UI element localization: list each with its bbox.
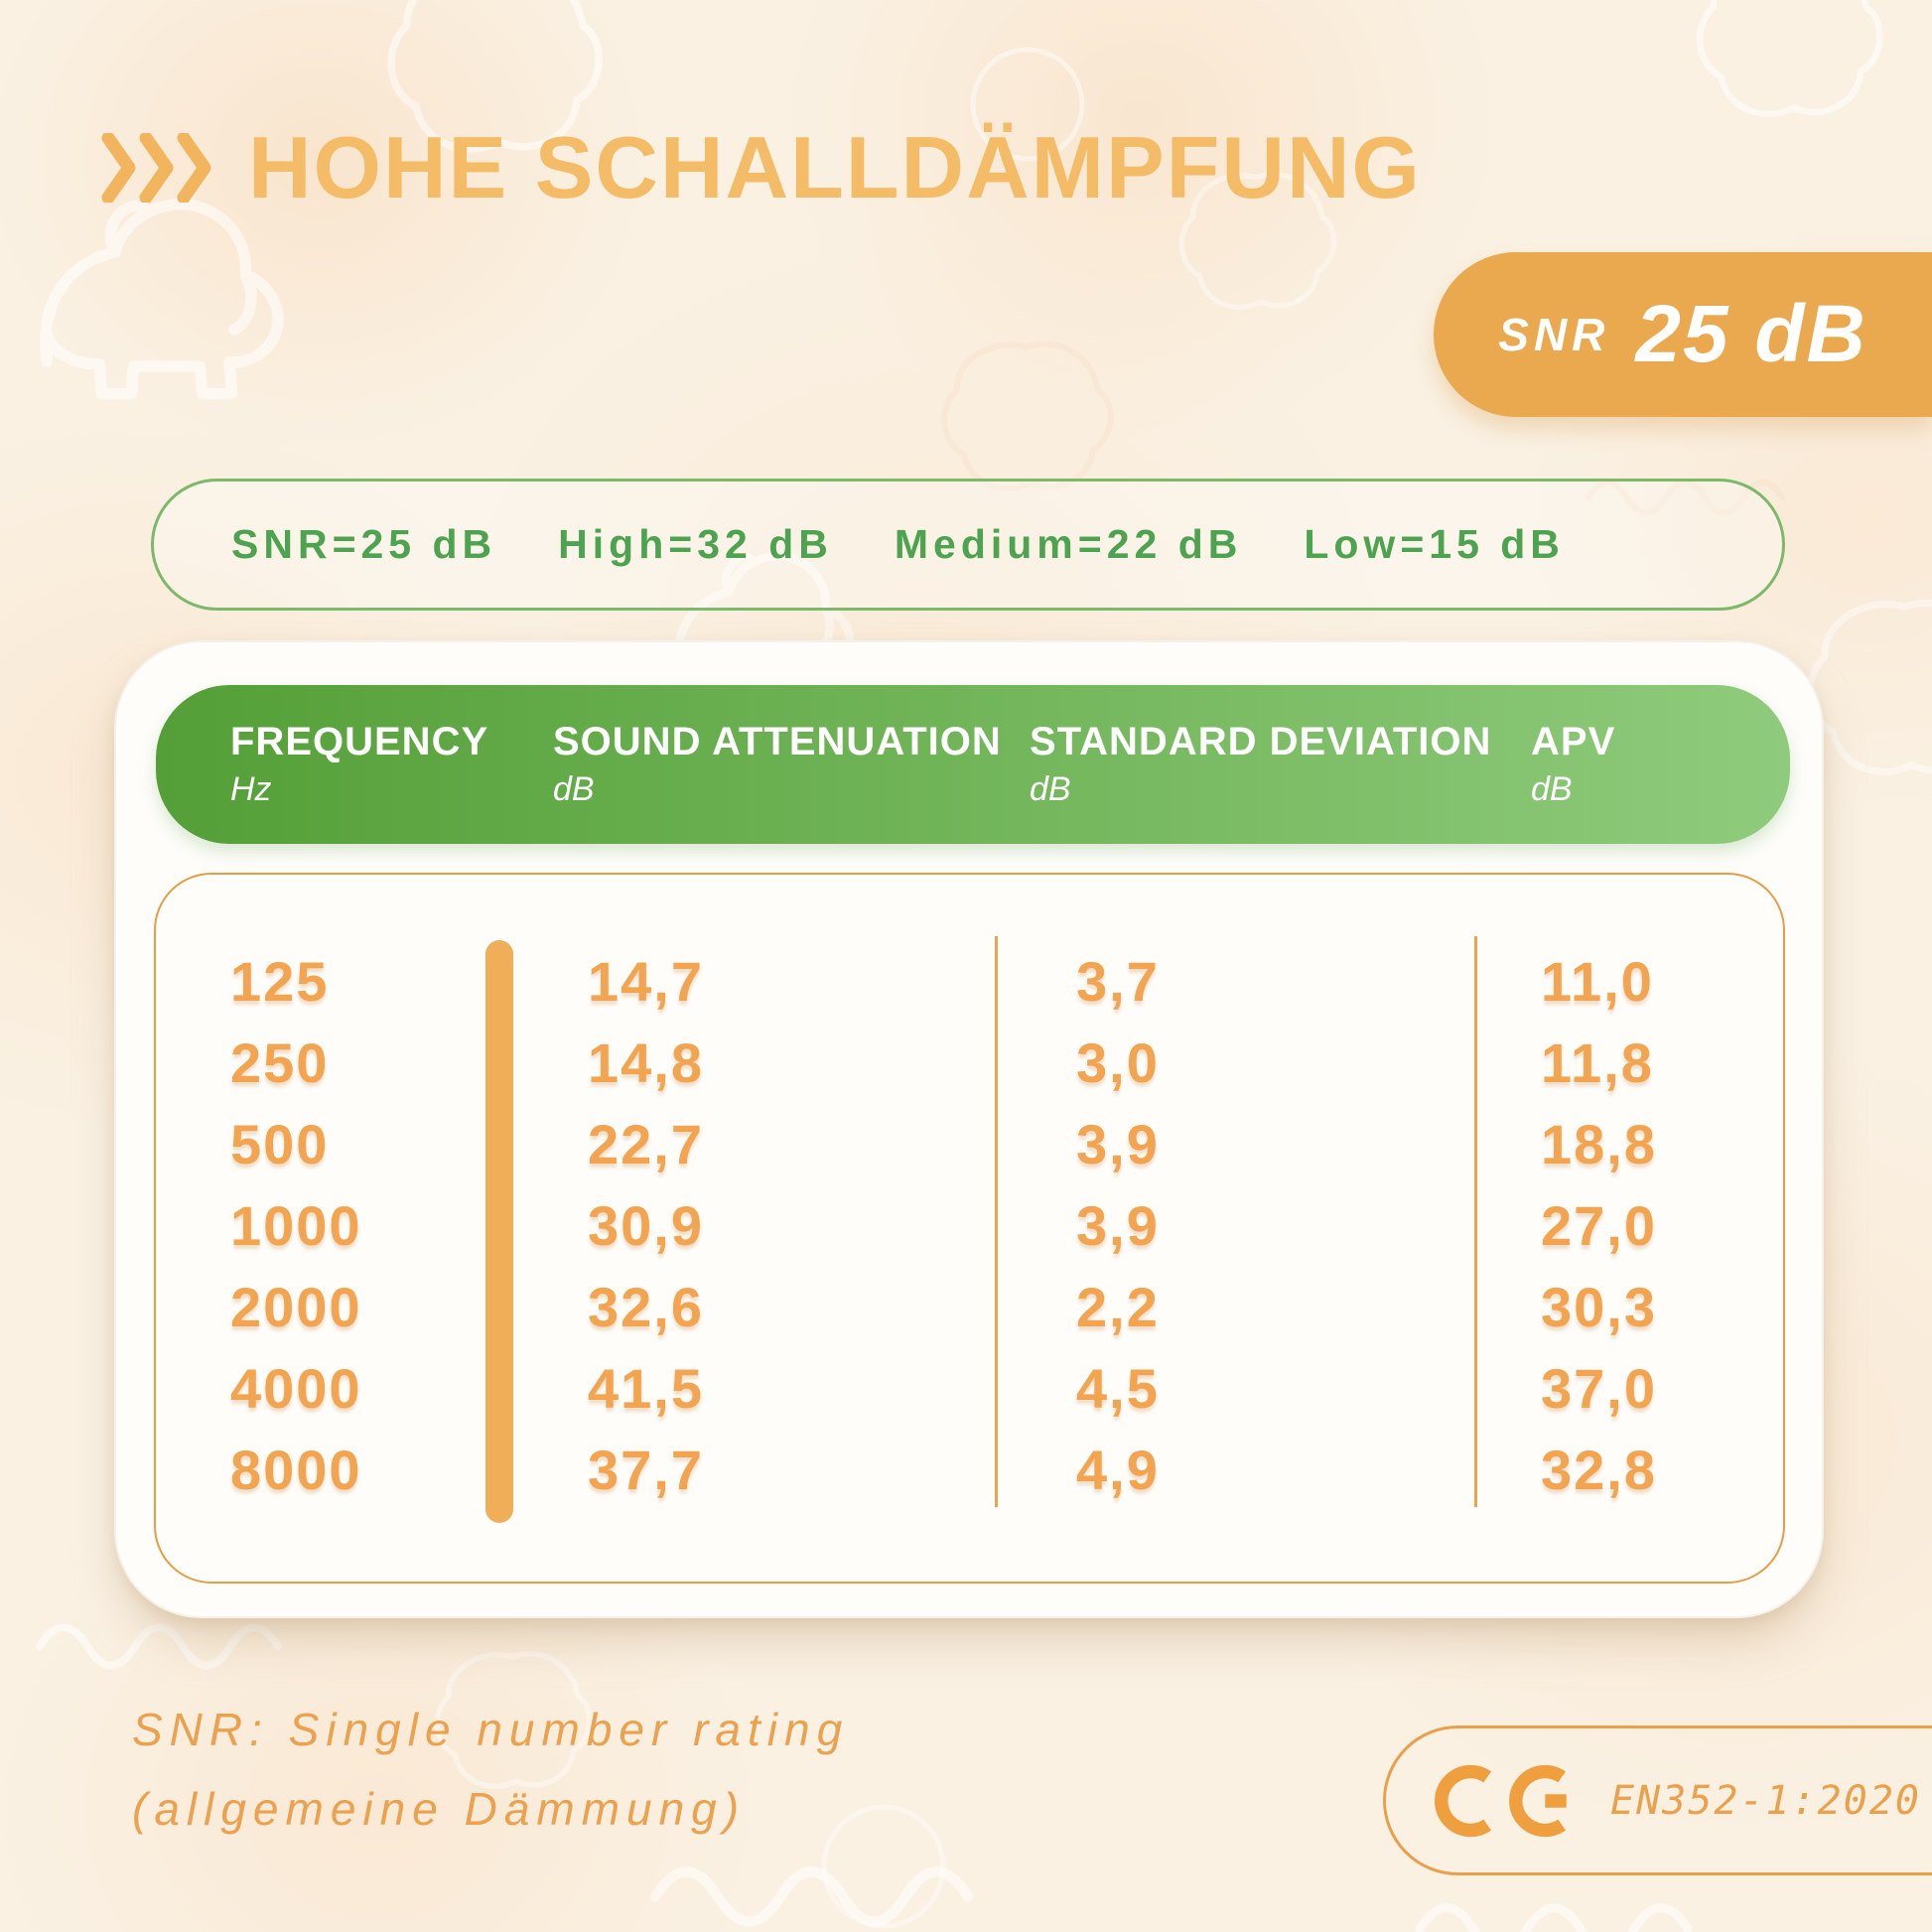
cell-attenuation: 14,8 bbox=[588, 1031, 704, 1094]
cell-std-deviation: 3,0 bbox=[1076, 1031, 1160, 1094]
table-row: 8000 37,7 4,9 32,8 bbox=[156, 1429, 1783, 1510]
table-row: 4000 41,5 4,5 37,0 bbox=[156, 1347, 1783, 1429]
ce-standard-label: EN352-1:2020 bbox=[1610, 1777, 1921, 1824]
summary-snr: SNR=25 dB bbox=[231, 521, 497, 567]
cell-apv: 18,8 bbox=[1541, 1112, 1657, 1175]
cell-frequency: 4000 bbox=[230, 1356, 362, 1420]
cell-std-deviation: 3,9 bbox=[1076, 1193, 1160, 1257]
column-separator-line-3 bbox=[1474, 936, 1477, 1507]
table-row: 2000 32,6 2,2 30,3 bbox=[156, 1266, 1783, 1347]
column-header-apv: APV dB bbox=[1531, 720, 1616, 808]
snr-footnote-line1: SNR: Single number rating bbox=[132, 1704, 850, 1755]
cell-frequency: 8000 bbox=[230, 1438, 362, 1501]
table-row: 1000 30,9 3,9 27,0 bbox=[156, 1184, 1783, 1266]
column-header-frequency: FREQUENCY Hz bbox=[230, 720, 489, 808]
cell-std-deviation: 3,9 bbox=[1076, 1112, 1160, 1175]
cell-std-deviation: 2,2 bbox=[1076, 1275, 1160, 1338]
table-body-box: 125 14,7 3,7 11,0 250 14,8 3,0 11,8 500 … bbox=[154, 873, 1785, 1584]
cell-attenuation: 41,5 bbox=[588, 1356, 704, 1420]
cell-frequency: 1000 bbox=[230, 1193, 362, 1257]
cell-frequency: 250 bbox=[230, 1031, 330, 1094]
table-header-bar: FREQUENCY Hz SOUND ATTENUATION dB STANDA… bbox=[156, 685, 1790, 844]
cell-attenuation: 22,7 bbox=[588, 1112, 704, 1175]
cell-std-deviation: 4,5 bbox=[1076, 1356, 1160, 1420]
table-row: 500 22,7 3,9 18,8 bbox=[156, 1103, 1783, 1184]
cell-apv: 11,0 bbox=[1541, 949, 1654, 1013]
page-title: HOHE SCHALLDÄMPFUNG bbox=[248, 118, 1422, 216]
cell-attenuation: 14,7 bbox=[588, 949, 704, 1013]
column-header-standard-deviation: STANDARD DEVIATION dB bbox=[1030, 720, 1492, 808]
attenuation-table-card: FREQUENCY Hz SOUND ATTENUATION dB STANDA… bbox=[114, 640, 1824, 1618]
summary-medium: Medium=22 dB bbox=[894, 521, 1243, 567]
cell-attenuation: 30,9 bbox=[588, 1193, 704, 1257]
cell-std-deviation: 3,7 bbox=[1076, 949, 1160, 1013]
cell-frequency: 2000 bbox=[230, 1275, 362, 1338]
column-header-sound-attenuation: SOUND ATTENUATION dB bbox=[553, 720, 1002, 808]
snr-footnote-line2: (allgemeine Dämmung) bbox=[132, 1783, 747, 1835]
cell-attenuation: 37,7 bbox=[588, 1438, 704, 1501]
ce-certification-pill: EN352-1:2020 bbox=[1383, 1725, 1932, 1875]
page-header: HOHE SCHALLDÄMPFUNG bbox=[101, 117, 1422, 218]
cell-std-deviation: 4,9 bbox=[1076, 1438, 1160, 1501]
triple-chevron-icon bbox=[101, 133, 211, 203]
summary-high: High=32 dB bbox=[558, 521, 833, 567]
attenuation-summary-pill: SNR=25 dB High=32 dB Medium=22 dB Low=15… bbox=[151, 479, 1785, 611]
snr-badge-value: 25 dB bbox=[1635, 289, 1867, 379]
cell-apv: 27,0 bbox=[1541, 1193, 1657, 1257]
cell-frequency: 500 bbox=[230, 1112, 330, 1175]
cell-attenuation: 32,6 bbox=[588, 1275, 704, 1338]
snr-footnote: SNR: Single number rating (allgemeine Dä… bbox=[132, 1690, 849, 1849]
cell-apv: 30,3 bbox=[1541, 1275, 1657, 1338]
cell-frequency: 125 bbox=[230, 949, 330, 1013]
column-separator-line-2 bbox=[995, 936, 998, 1507]
table-rows: 125 14,7 3,7 11,0 250 14,8 3,0 11,8 500 … bbox=[156, 875, 1783, 1582]
cell-apv: 37,0 bbox=[1541, 1356, 1657, 1420]
cell-apv: 32,8 bbox=[1541, 1438, 1657, 1501]
ce-mark-icon bbox=[1435, 1764, 1567, 1837]
snr-rating-badge: SNR 25 dB bbox=[1434, 252, 1932, 417]
summary-low: Low=15 dB bbox=[1304, 521, 1565, 567]
cell-apv: 11,8 bbox=[1541, 1031, 1654, 1094]
column-separator-bar bbox=[485, 940, 513, 1523]
table-row: 125 14,7 3,7 11,0 bbox=[156, 940, 1783, 1022]
table-row: 250 14,8 3,0 11,8 bbox=[156, 1022, 1783, 1103]
snr-badge-label: SNR bbox=[1498, 309, 1610, 360]
